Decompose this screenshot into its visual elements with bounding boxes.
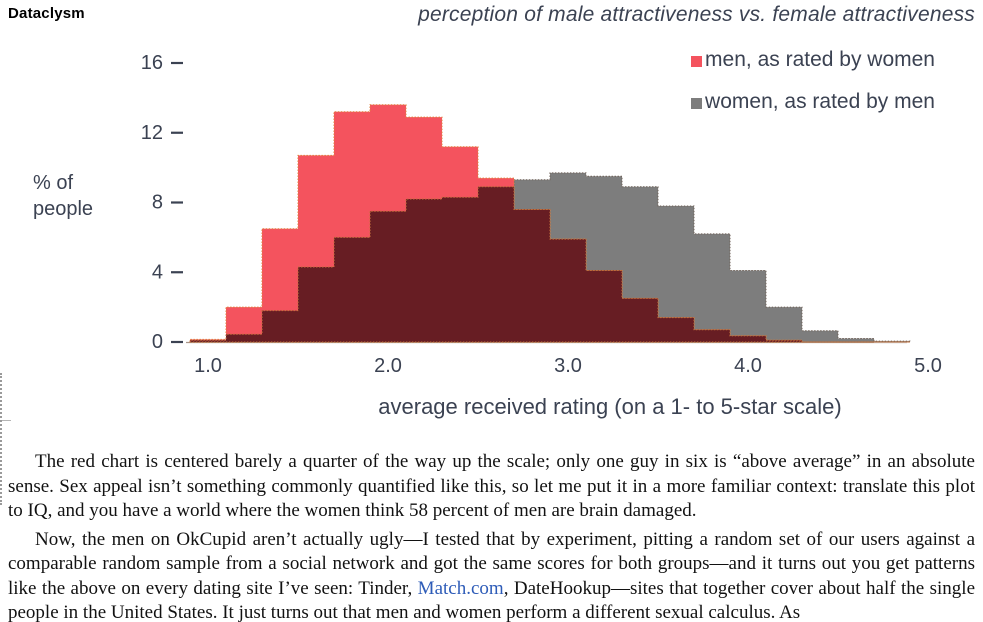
x-tick-label: 2.0 [374,355,402,377]
attractiveness-histogram: 0 4 8 12 16 1.0 2.0 3.0 4.0 5.0 average received r… [141,52,942,419]
body-text: The red chart is centered barely a quart… [8,450,975,622]
legend-item-men: men, as rated by women [691,48,935,72]
paragraph-text: , DateHookup—sites that together cover a… [8,577,976,622]
histogram-overlap [189,186,910,343]
x-tick-label: 4.0 [734,355,762,377]
y-axis-title: % of people [33,172,94,220]
y-tick-label: 16 [141,52,163,74]
paragraph-2: Now, the men on OkCupid aren’t actually … [8,528,975,622]
legend-swatch-red-icon [691,55,703,67]
chart-legend: men, as rated by women women, as rated b… [691,48,935,114]
matchcom-link[interactable]: Match.com [417,577,504,599]
legend-item-women: women, as rated by men [691,90,935,114]
paragraph-text: Now, the men on OkCupid aren’t actually … [8,528,975,599]
y-tick-label: 0 [152,331,163,353]
x-axis-title: average received rating (on a 1- to 5-st… [378,394,841,419]
chart-title: perception of male attractiveness vs. fe… [418,3,975,26]
x-tick-label: 1.0 [194,355,222,377]
paragraph-1: The red chart is centered barely a quart… [8,450,975,524]
y-tick-label: 12 [141,122,163,144]
y-tick-label: 4 [152,261,163,283]
legend-swatch-gray-icon [691,97,703,109]
y-tick-label: 8 [152,192,163,214]
page-edge-artifact [0,373,11,505]
paragraph-text: The red chart is centered barely a quart… [8,451,975,521]
x-tick-label: 5.0 [914,355,942,377]
x-tick-label: 3.0 [554,355,582,377]
book-title: Dataclysm [8,5,85,22]
legend-label-women: women, as rated by men [705,90,935,113]
legend-label-men: men, as rated by women [705,48,935,71]
